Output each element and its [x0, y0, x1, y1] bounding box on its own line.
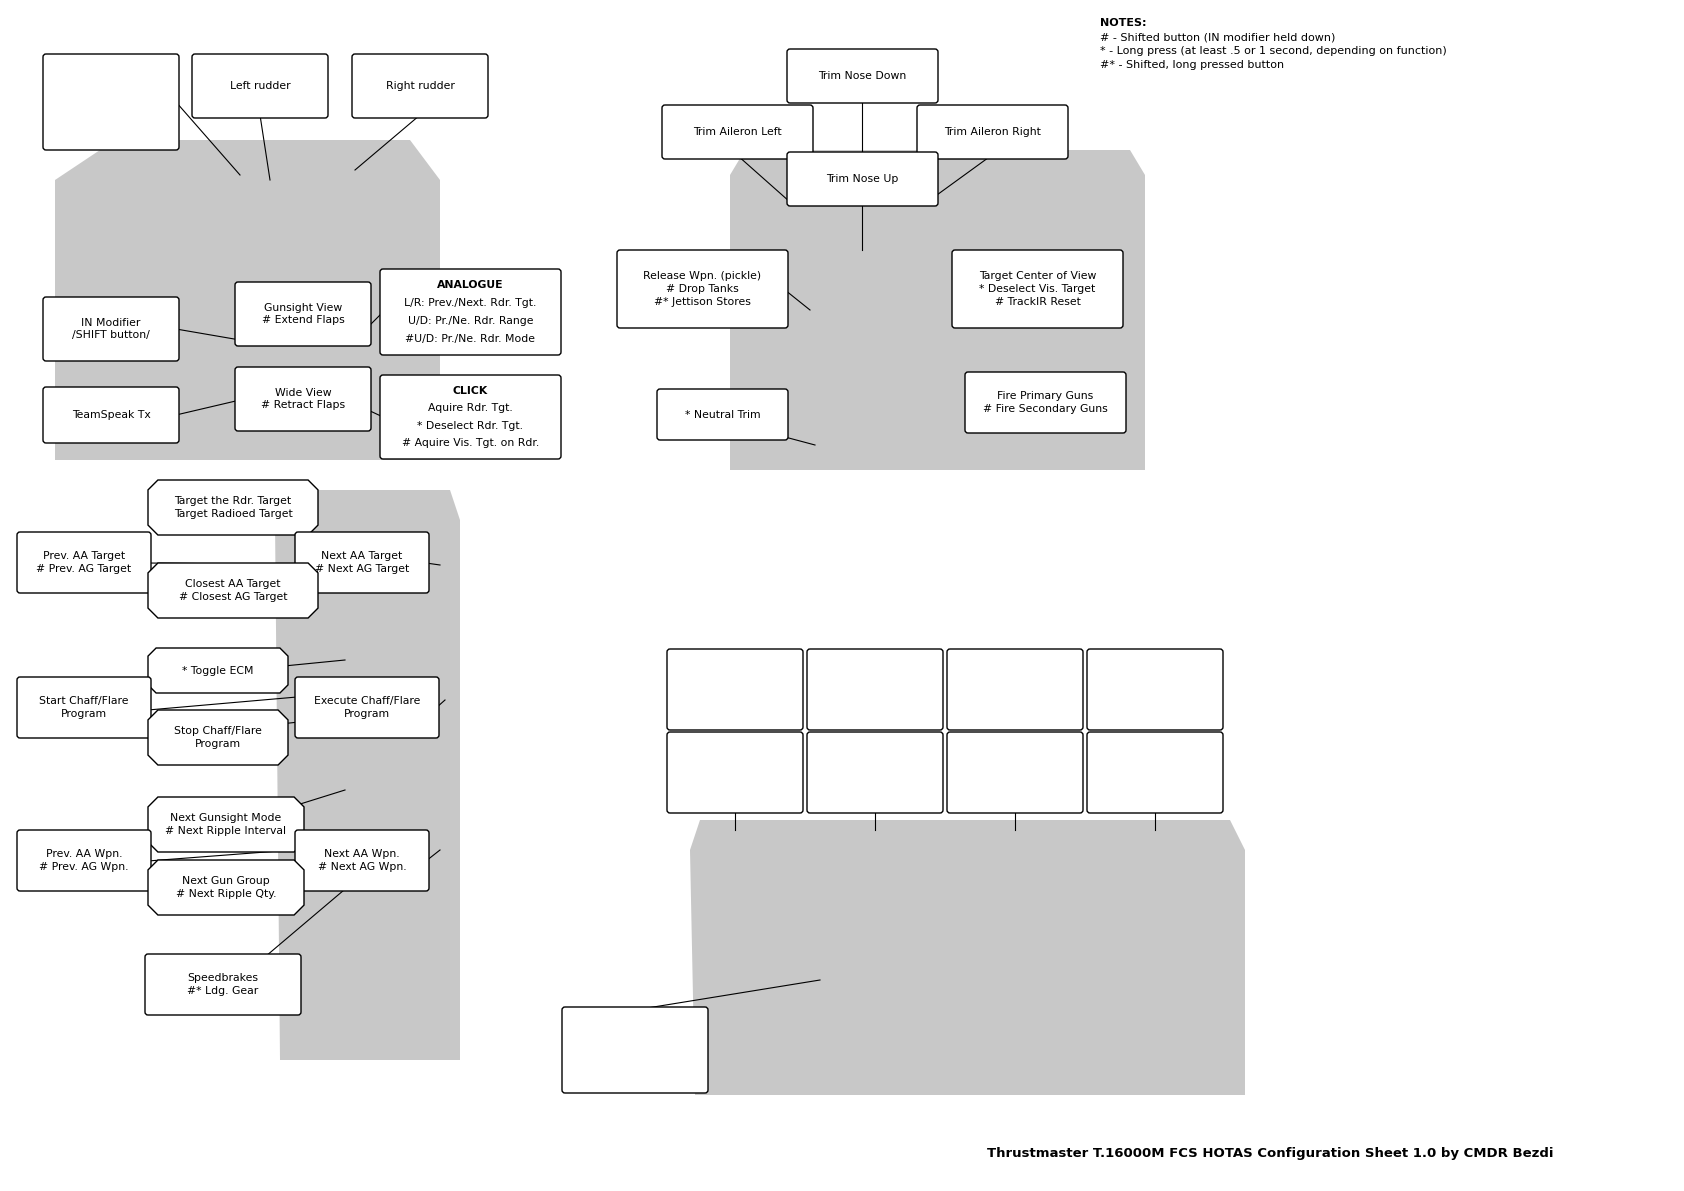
Text: * - Long press (at least .5 or 1 second, depending on function): * - Long press (at least .5 or 1 second,…: [1100, 46, 1447, 56]
Text: Start Chaff/Flare
Program: Start Chaff/Flare Program: [39, 696, 128, 719]
Polygon shape: [148, 797, 305, 852]
FancyBboxPatch shape: [951, 250, 1123, 328]
FancyBboxPatch shape: [657, 389, 788, 439]
Text: CLICK: CLICK: [453, 386, 488, 395]
Polygon shape: [56, 141, 440, 460]
Polygon shape: [690, 819, 1244, 1095]
Text: Closest AA Target
# Closest AG Target: Closest AA Target # Closest AG Target: [179, 579, 288, 601]
Text: Next AA Wpn.
# Next AG Wpn.: Next AA Wpn. # Next AG Wpn.: [318, 849, 406, 872]
Text: Trim Aileron Right: Trim Aileron Right: [945, 127, 1041, 137]
FancyBboxPatch shape: [44, 54, 179, 150]
Text: Speedbrakes
#* Ldg. Gear: Speedbrakes #* Ldg. Gear: [187, 973, 259, 996]
Text: Trim Aileron Left: Trim Aileron Left: [694, 127, 781, 137]
Text: Fire Primary Guns
# Fire Secondary Guns: Fire Primary Guns # Fire Secondary Guns: [983, 391, 1108, 414]
Text: Trim Nose Down: Trim Nose Down: [818, 71, 906, 81]
Text: Left rudder: Left rudder: [229, 81, 290, 91]
Text: # - Shifted button (IN modifier held down): # - Shifted button (IN modifier held dow…: [1100, 32, 1335, 42]
FancyBboxPatch shape: [44, 387, 179, 443]
FancyBboxPatch shape: [667, 649, 803, 730]
FancyBboxPatch shape: [667, 732, 803, 813]
FancyBboxPatch shape: [1086, 732, 1223, 813]
Text: Prev. AA Wpn.
# Prev. AG Wpn.: Prev. AA Wpn. # Prev. AG Wpn.: [39, 849, 128, 872]
Polygon shape: [729, 150, 1145, 470]
FancyBboxPatch shape: [786, 49, 938, 102]
FancyBboxPatch shape: [946, 732, 1083, 813]
FancyBboxPatch shape: [17, 830, 152, 891]
Text: * Deselect Rdr. Tgt.: * Deselect Rdr. Tgt.: [418, 420, 524, 431]
FancyBboxPatch shape: [236, 282, 370, 347]
FancyBboxPatch shape: [662, 105, 813, 160]
Polygon shape: [148, 480, 318, 535]
Text: Stop Chaff/Flare
Program: Stop Chaff/Flare Program: [173, 727, 263, 749]
Text: ANALOGUE: ANALOGUE: [438, 280, 504, 291]
FancyBboxPatch shape: [17, 676, 152, 738]
FancyBboxPatch shape: [562, 1008, 707, 1093]
Text: IN Modifier
/SHIFT button/: IN Modifier /SHIFT button/: [72, 318, 150, 341]
FancyBboxPatch shape: [807, 649, 943, 730]
FancyBboxPatch shape: [192, 54, 328, 118]
Text: #U/D: Pr./Ne. Rdr. Mode: #U/D: Pr./Ne. Rdr. Mode: [406, 333, 536, 344]
FancyBboxPatch shape: [965, 372, 1127, 434]
FancyBboxPatch shape: [381, 375, 561, 459]
FancyBboxPatch shape: [352, 54, 488, 118]
FancyBboxPatch shape: [295, 830, 429, 891]
Text: Trim Nose Up: Trim Nose Up: [827, 174, 899, 183]
FancyBboxPatch shape: [918, 105, 1068, 160]
Text: #* - Shifted, long pressed button: #* - Shifted, long pressed button: [1100, 60, 1285, 70]
Text: Target Center of View
* Deselect Vis. Target
# TrackIR Reset: Target Center of View * Deselect Vis. Ta…: [978, 272, 1096, 307]
FancyBboxPatch shape: [786, 152, 938, 206]
FancyBboxPatch shape: [295, 532, 429, 593]
Text: Aquire Rdr. Tgt.: Aquire Rdr. Tgt.: [428, 404, 514, 413]
FancyBboxPatch shape: [807, 732, 943, 813]
Text: L/R: Prev./Next. Rdr. Tgt.: L/R: Prev./Next. Rdr. Tgt.: [404, 298, 537, 308]
FancyBboxPatch shape: [381, 269, 561, 355]
Text: Gunsight View
# Extend Flaps: Gunsight View # Extend Flaps: [261, 303, 344, 325]
Text: * Toggle ECM: * Toggle ECM: [182, 666, 254, 675]
Text: NOTES:: NOTES:: [1100, 18, 1147, 29]
Text: Next Gun Group
# Next Ripple Qty.: Next Gun Group # Next Ripple Qty.: [175, 877, 276, 899]
FancyBboxPatch shape: [946, 649, 1083, 730]
Text: Release Wpn. (pickle)
# Drop Tanks
#* Jettison Stores: Release Wpn. (pickle) # Drop Tanks #* Je…: [643, 272, 761, 307]
Polygon shape: [148, 563, 318, 618]
Polygon shape: [274, 490, 460, 1060]
Text: * Neutral Trim: * Neutral Trim: [685, 410, 759, 419]
FancyBboxPatch shape: [44, 297, 179, 361]
Polygon shape: [148, 710, 288, 765]
FancyBboxPatch shape: [1086, 649, 1223, 730]
FancyBboxPatch shape: [295, 676, 440, 738]
Text: Thrustmaster T.16000M FCS HOTAS Configuration Sheet 1.0 by CMDR Bezdi: Thrustmaster T.16000M FCS HOTAS Configur…: [987, 1147, 1553, 1160]
Text: # Aquire Vis. Tgt. on Rdr.: # Aquire Vis. Tgt. on Rdr.: [402, 438, 539, 448]
Text: TeamSpeak Tx: TeamSpeak Tx: [72, 410, 150, 420]
Polygon shape: [148, 860, 305, 915]
Text: Next AA Target
# Next AG Target: Next AA Target # Next AG Target: [315, 551, 409, 574]
Text: Wide View
# Retract Flaps: Wide View # Retract Flaps: [261, 387, 345, 411]
FancyBboxPatch shape: [616, 250, 788, 328]
FancyBboxPatch shape: [145, 954, 301, 1015]
Text: Target the Rdr. Target
Target Radioed Target: Target the Rdr. Target Target Radioed Ta…: [173, 497, 293, 519]
Text: Right rudder: Right rudder: [386, 81, 455, 91]
Text: Next Gunsight Mode
# Next Ripple Interval: Next Gunsight Mode # Next Ripple Interva…: [165, 813, 286, 836]
Text: Prev. AA Target
# Prev. AG Target: Prev. AA Target # Prev. AG Target: [37, 551, 131, 574]
Text: U/D: Pr./Ne. Rdr. Range: U/D: Pr./Ne. Rdr. Range: [408, 316, 534, 326]
FancyBboxPatch shape: [236, 367, 370, 431]
Text: Execute Chaff/Flare
Program: Execute Chaff/Flare Program: [313, 696, 421, 719]
FancyBboxPatch shape: [17, 532, 152, 593]
Polygon shape: [148, 648, 288, 693]
